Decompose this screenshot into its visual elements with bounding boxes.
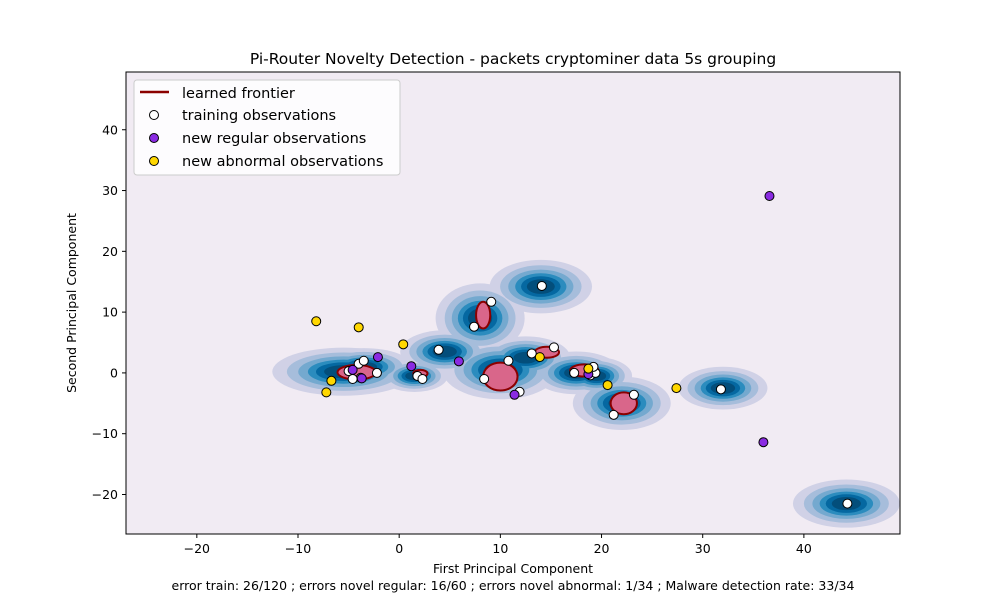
y-tick-label-5: 30 (102, 183, 118, 198)
y-tick-label-2: 0 (110, 365, 118, 380)
regular-point-7 (758, 437, 769, 448)
y-tick-label-3: 10 (102, 305, 118, 320)
y-tick-label-6: 40 (102, 122, 118, 137)
legend-abnormal-swatch (149, 156, 159, 166)
abnormal-point-6 (583, 363, 594, 374)
training-point-11 (536, 280, 547, 291)
y-tick-label-1: −10 (92, 426, 118, 441)
regular-point-1 (356, 373, 367, 384)
regular-point-3 (406, 361, 417, 372)
regular-point-5 (509, 389, 520, 400)
y-tick-label-0: −20 (92, 487, 118, 502)
legend-label-frontier: learned frontier (182, 86, 295, 102)
training-point-13 (503, 355, 514, 366)
legend-regular-swatch (149, 133, 159, 143)
training-point-15 (526, 348, 537, 359)
training-point-22 (628, 389, 639, 400)
legend-label-training: training observations (182, 108, 336, 124)
abnormal-point-1 (353, 322, 364, 333)
x-tick-label-5: 30 (695, 541, 711, 556)
abnormal-point-4 (398, 339, 409, 350)
legend-label-abnormal: new abnormal observations (182, 154, 383, 170)
training-point-21 (608, 409, 619, 420)
abnormal-point-3 (321, 387, 332, 398)
abnormal-point-8 (671, 383, 682, 394)
training-point-4 (371, 367, 382, 378)
training-point-10 (486, 296, 497, 307)
abnormal-point-2 (326, 375, 337, 386)
x-tick-label-4: 20 (594, 541, 610, 556)
x-tick-label-2: 0 (395, 541, 403, 556)
legend-label-regular: new regular observations (182, 131, 366, 147)
x-tick-label-6: 40 (796, 541, 812, 556)
abnormal-point-7 (602, 380, 613, 391)
regular-point-8 (764, 191, 775, 202)
x-tick-label-3: 10 (492, 541, 508, 556)
training-point-17 (569, 367, 580, 378)
training-point-12 (479, 373, 490, 384)
training-point-23 (715, 384, 726, 395)
regular-point-0 (347, 364, 358, 375)
frontier-region-2 (475, 300, 492, 330)
x-axis: −20 −10 0 10 20 30 40 (184, 534, 812, 556)
training-point-16 (548, 342, 559, 353)
legend-training-swatch (149, 110, 159, 120)
regular-point-4 (453, 356, 464, 367)
legend-box (133, 79, 401, 176)
training-point-7 (417, 373, 428, 384)
regular-point-2 (372, 352, 383, 363)
y-axis-label: Second Principal Component (64, 213, 79, 393)
y-tick-label-4: 20 (102, 244, 118, 259)
training-point-1 (358, 355, 369, 366)
x-tick-label-1: −10 (285, 541, 311, 556)
abnormal-point-5 (534, 352, 545, 363)
x-axis-label: First Principal Component (433, 561, 593, 576)
error-caption: error train: 26/120 ; errors novel regul… (172, 578, 855, 593)
chart-title: Pi-Router Novelty Detection - packets cr… (250, 50, 776, 68)
training-point-9 (469, 321, 480, 332)
y-axis: −20 −10 0 10 20 30 40 (92, 122, 126, 502)
training-point-8 (433, 344, 444, 355)
abnormal-point-0 (311, 316, 322, 327)
legend: learned frontier training observations n… (133, 79, 401, 176)
observation-points (311, 191, 853, 509)
x-tick-label-0: −20 (184, 541, 210, 556)
training-point-24 (842, 498, 853, 509)
plot-frame (125, 71, 901, 535)
